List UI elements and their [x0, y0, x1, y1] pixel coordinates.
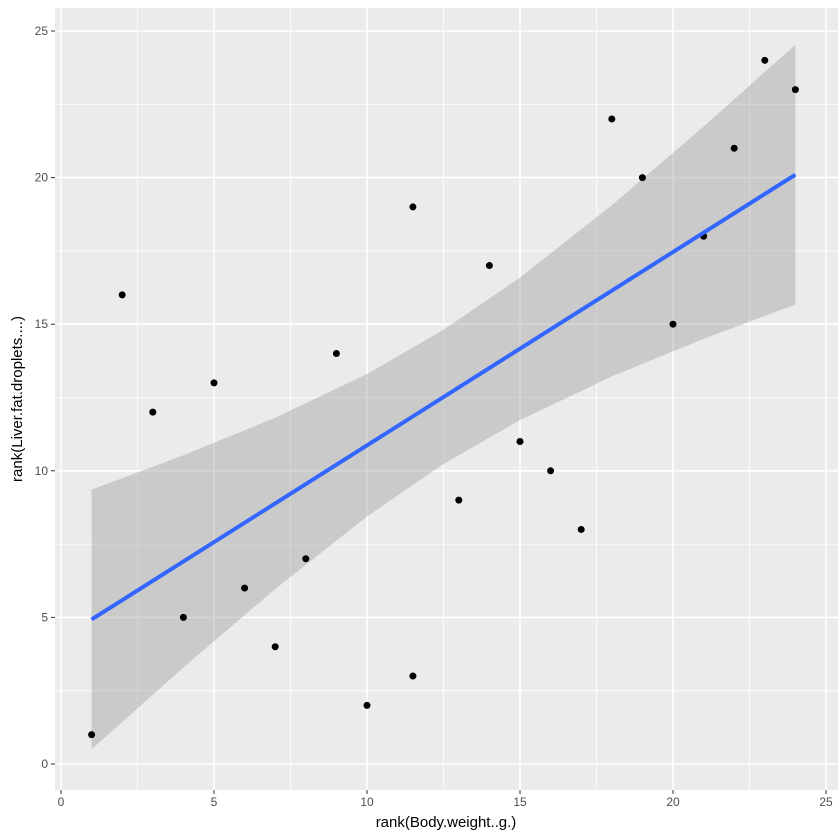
y-tick-label: 10 — [35, 464, 49, 478]
data-point — [516, 437, 524, 445]
x-tick-label: 20 — [666, 795, 680, 809]
data-point — [363, 701, 371, 709]
fit-line-group — [90, 172, 797, 622]
data-point — [302, 555, 310, 563]
axes: 0 5 10 15 20 25 0 5 10 15 20 25 — [35, 24, 833, 809]
y-tick-label: 5 — [41, 610, 48, 624]
data-point — [577, 525, 585, 533]
data-point — [149, 408, 157, 416]
x-tick-label: 15 — [513, 795, 527, 809]
x-tick-label: 5 — [211, 795, 218, 809]
x-tick-label: 25 — [819, 795, 833, 809]
data-point — [547, 467, 555, 475]
data-point — [409, 203, 417, 211]
data-point — [455, 496, 463, 504]
x-axis-title: rank(Body.weight..g.) — [376, 814, 517, 831]
data-point — [409, 672, 417, 680]
data-point — [179, 613, 187, 621]
data-point — [608, 115, 616, 123]
y-tick-label: 15 — [35, 317, 49, 331]
x-tick-label: 0 — [58, 795, 65, 809]
data-point — [210, 379, 218, 387]
y-tick-label: 20 — [35, 171, 49, 185]
data-point — [669, 320, 677, 328]
y-tick-label: 25 — [35, 24, 49, 38]
data-point — [638, 174, 646, 182]
grid-lines — [55, 8, 838, 790]
data-point — [485, 262, 493, 270]
data-point — [88, 731, 96, 739]
data-point — [118, 291, 126, 299]
data-point — [761, 56, 769, 64]
data-point — [271, 643, 279, 651]
regression-line — [90, 172, 797, 622]
data-points — [88, 56, 799, 739]
y-tick-label: 0 — [41, 757, 48, 771]
y-axis-title: rank(Liver.fat.droplets....) — [9, 316, 26, 482]
data-point — [730, 144, 738, 152]
panel-background — [55, 8, 838, 790]
data-point — [241, 584, 249, 592]
data-point — [791, 86, 799, 94]
data-point — [332, 350, 340, 358]
x-tick-label: 10 — [360, 795, 374, 809]
